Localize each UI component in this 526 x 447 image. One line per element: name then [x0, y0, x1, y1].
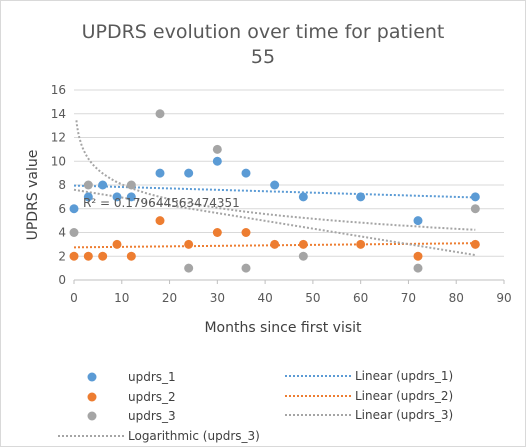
point-updrs_3 — [241, 263, 251, 273]
point-updrs_2 — [298, 239, 308, 249]
point-updrs_2 — [112, 239, 122, 249]
data-points — [69, 109, 480, 273]
point-updrs_1 — [298, 192, 308, 202]
trendline-linear-0 — [73, 184, 476, 199]
point-updrs_1 — [69, 204, 79, 214]
y-tick-labels: 0 2 4 6 8 10 12 14 16 — [51, 83, 66, 287]
y-tick-label: 6 — [58, 202, 66, 216]
x-tick-label: 20 — [162, 291, 177, 305]
point-updrs_3 — [470, 204, 480, 214]
y-tick-label: 14 — [51, 107, 66, 121]
point-updrs_1 — [212, 156, 222, 166]
point-updrs_3 — [298, 251, 308, 261]
legend: updrs_1 updrs_2 updrs_3 Linear (updrs_1)… — [58, 369, 453, 443]
point-updrs_1 — [155, 168, 165, 178]
legend-marker-updrs-3 — [87, 411, 97, 421]
x-axis-label: Months since first visit — [204, 320, 362, 336]
point-updrs_1 — [98, 180, 108, 190]
x-tick-label: 0 — [70, 291, 78, 305]
point-updrs_2 — [126, 251, 136, 261]
point-updrs_3 — [155, 109, 165, 119]
point-updrs_1 — [184, 168, 194, 178]
point-updrs_2 — [184, 239, 194, 249]
point-updrs_1 — [126, 192, 136, 202]
legend-label-linear-updrs-2: Linear (updrs_2) — [355, 389, 453, 403]
point-updrs_1 — [356, 192, 366, 202]
point-updrs_3 — [413, 263, 423, 273]
y-axis-label: UPDRS value — [25, 150, 41, 241]
legend-label-log-updrs-3: Logarithmic (updrs_3) — [128, 429, 260, 443]
y-tick-label: 10 — [51, 154, 66, 168]
x-tick-label: 70 — [401, 291, 416, 305]
point-updrs_3 — [83, 180, 93, 190]
legend-marker-updrs-2 — [87, 392, 97, 402]
legend-label-updrs-2: updrs_2 — [128, 390, 176, 404]
y-tick-label: 0 — [58, 273, 66, 287]
x-tick-labels: 0 10 20 30 40 50 60 70 80 90 — [70, 279, 512, 305]
point-updrs_1 — [241, 168, 251, 178]
y-tick-label: 12 — [51, 131, 66, 145]
legend-label-updrs-3: updrs_3 — [128, 409, 176, 423]
legend-label-updrs-1: updrs_1 — [128, 370, 176, 384]
x-tick-label: 60 — [353, 291, 368, 305]
point-updrs_2 — [270, 239, 280, 249]
x-tick-label: 80 — [449, 291, 464, 305]
point-updrs_3 — [184, 263, 194, 273]
point-updrs_2 — [69, 251, 79, 261]
point-updrs_2 — [470, 239, 480, 249]
y-tick-label: 4 — [58, 226, 66, 240]
point-updrs_3 — [126, 180, 136, 190]
x-tick-label: 10 — [114, 291, 129, 305]
point-updrs_1 — [270, 180, 280, 190]
point-updrs_2 — [83, 251, 93, 261]
point-updrs_2 — [98, 251, 108, 261]
y-tick-label: 2 — [58, 249, 66, 263]
point-updrs_1 — [112, 192, 122, 202]
x-tick-label: 40 — [257, 291, 272, 305]
point-updrs_1 — [470, 192, 480, 202]
point-updrs_2 — [356, 239, 366, 249]
legend-label-linear-updrs-1: Linear (updrs_1) — [355, 369, 453, 383]
y-tick-label: 8 — [58, 178, 66, 192]
chart-title-line2: 55 — [251, 46, 275, 68]
point-updrs_2 — [241, 228, 251, 237]
legend-marker-updrs-1 — [87, 372, 97, 382]
chart-title-line1: UPDRS evolution over time for patient — [82, 21, 445, 43]
point-updrs_2 — [413, 251, 423, 261]
point-updrs_2 — [212, 228, 222, 237]
r-squared-annotation: R² = 0.179644563474351 — [83, 196, 240, 210]
point-updrs_3 — [69, 228, 79, 237]
point-updrs_3 — [212, 144, 222, 154]
x-tick-label: 90 — [496, 291, 511, 305]
point-updrs_2 — [155, 216, 165, 226]
point-updrs_1 — [83, 192, 93, 202]
y-tick-label: 16 — [51, 83, 66, 97]
legend-label-linear-updrs-3: Linear (updrs_3) — [355, 408, 453, 422]
x-tick-label: 50 — [305, 291, 320, 305]
point-updrs_1 — [413, 216, 423, 226]
x-tick-label: 30 — [210, 291, 225, 305]
trendline-logarithmic-3 — [75, 120, 476, 231]
